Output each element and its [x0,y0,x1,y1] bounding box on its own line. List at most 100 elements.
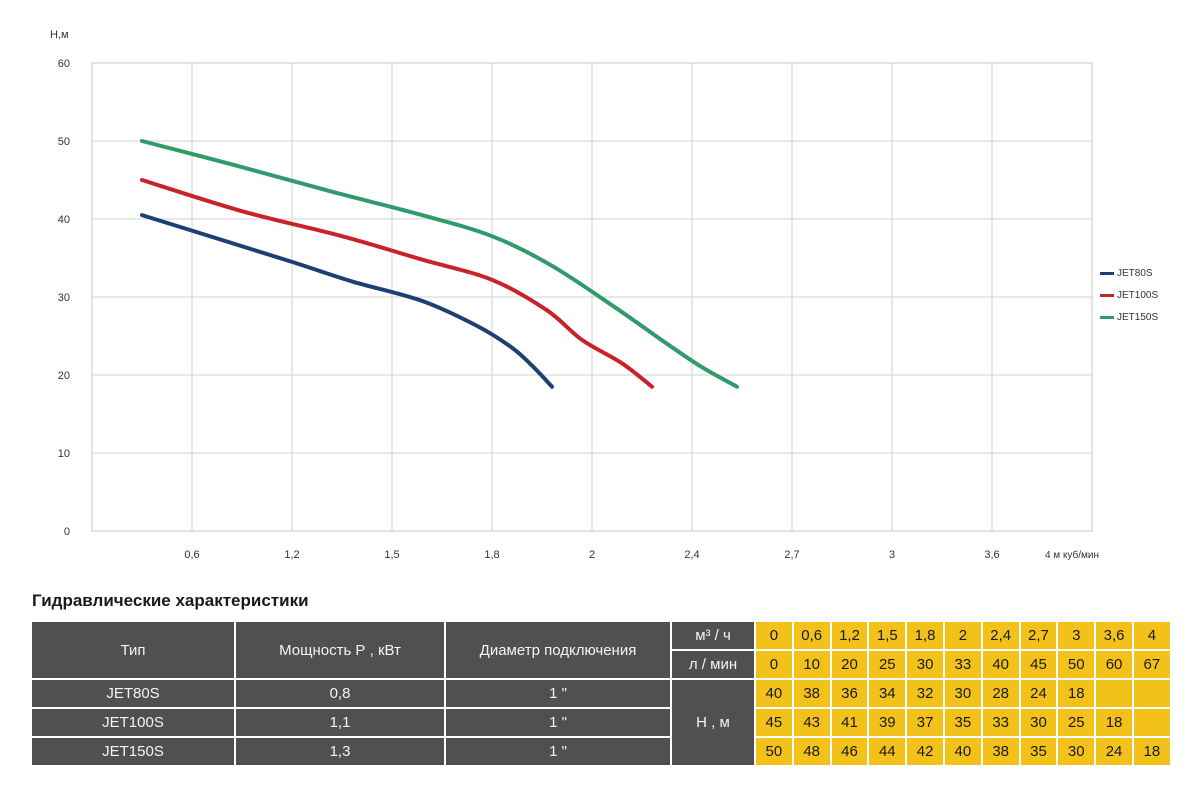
legend-item-jet150s: JET150S [1100,306,1158,328]
power-cell: 0,8 [234,678,446,709]
chart-legend: JET80S JET100S JET150S [1100,262,1158,328]
x-tick-label: 3 [889,549,895,561]
legend-item-jet80s: JET80S [1100,262,1158,284]
y-axis-label: Н,м [50,29,69,41]
flow-m3h-cell: 0,6 [791,620,832,651]
x-tick-label: 1,8 [484,549,499,561]
series-line-jet80s [140,213,554,389]
flow-m3h-cell: 3,6 [1094,620,1134,651]
head-cell: 33 [980,707,1021,738]
flow-m3h-cell: 2,4 [980,620,1021,651]
table-header-row: Тип Мощность Р , кВт Диаметр подключения м³… [30,620,1172,680]
legend-label: JET80S [1117,267,1153,279]
y-tick-label: 60 [58,58,70,70]
head-cell [1131,707,1172,738]
head-cell: 37 [905,707,945,738]
flow-lmin-cell: 0 [754,649,794,680]
legend-label: JET150S [1117,311,1159,323]
y-tick-label: 10 [58,448,70,460]
head-cell: 18 [1094,707,1134,738]
head-cell: 38 [791,678,832,709]
x-tick-label: 2,7 [784,549,799,561]
model-cell: JET150S [30,736,236,767]
flow-m3h-cell: 3 [1056,620,1097,651]
flow-m3h-cell: 1,5 [867,620,908,651]
flow-lmin-cell: 50 [1056,649,1097,680]
head-cell: 38 [980,736,1021,767]
flow-lmin-cell: 33 [942,649,983,680]
header-power: Мощность Р , кВт [234,620,446,680]
hydraulic-characteristics-table: Тип Мощность Р , кВт Диаметр подключения м³… [30,620,1172,767]
flow-lmin-cell: 40 [980,649,1021,680]
head-cell: 30 [1056,736,1097,767]
head-cell: 18 [1056,678,1097,709]
flow-lmin-cell: 20 [829,649,870,680]
y-tick-label: 0 [64,526,70,538]
head-cell: 42 [905,736,945,767]
head-cell: 40 [942,736,983,767]
head-cell: 36 [829,678,870,709]
flow-lmin-cell: 30 [905,649,945,680]
flow-lmin-cell: 45 [1018,649,1059,680]
flow-m3h-cell: 0 [754,620,794,651]
pump-performance-chart: 0 10 20 30 40 50 60 0,6 1,2 1,5 1,8 2 2,4 2,7 3 3,6 4 м… [50,29,1099,561]
flow-m3h-cell: 4 [1131,620,1172,651]
y-axis-ticks: 0 10 20 30 40 50 60 [58,58,70,538]
head-cell: 25 [1056,707,1097,738]
head-cell: 30 [942,678,983,709]
flow-m3h-cell: 2,7 [1018,620,1059,651]
series-line-jet100s [140,178,654,389]
head-cell: 40 [754,678,794,709]
unit-head-label: Н , м [670,678,756,767]
flow-m3h-cell: 1,2 [829,620,870,651]
flow-lmin-cell: 25 [867,649,908,680]
table-header-row: л / мин 0 10 20 25 30 33 40 45 50 60 67 [31,649,1172,680]
head-cell: 43 [791,707,832,738]
head-cell: 24 [1018,678,1059,709]
model-cell: JET80S [30,678,236,709]
flow-m3h-cell: 1,8 [905,620,945,651]
diameter-cell: 1 " [444,678,672,709]
y-tick-label: 40 [58,214,70,226]
head-cell: 32 [905,678,945,709]
head-cell: 48 [791,736,832,767]
unit-lmin-label: л / мин [670,649,756,680]
head-cell: 28 [980,678,1021,709]
head-cell: 30 [1018,707,1059,738]
head-cell: 35 [942,707,983,738]
x-tick-label: 2,4 [684,549,699,561]
x-tick-label: 3,6 [984,549,999,561]
head-cell: 41 [829,707,870,738]
table-title: Гидравлические характеристики [32,591,309,610]
x-tick-label: 1,2 [284,549,299,561]
x-tick-label: 1,5 [384,549,399,561]
flow-lmin-cell: 60 [1094,649,1134,680]
legend-swatch [1100,315,1114,319]
unit-m3h-label: м³ / ч [670,620,756,651]
legend-label: JET100S [1117,289,1159,301]
flow-lmin-cell: 67 [1131,649,1172,680]
head-cell [1094,678,1134,709]
head-cell: 46 [829,736,870,767]
header-diameter: Диаметр подключения [444,620,672,680]
x-tick-label: 0,6 [184,549,199,561]
diameter-cell: 1 " [444,707,672,738]
head-cell: 39 [867,707,908,738]
x-axis-ticks: 0,6 1,2 1,5 1,8 2 2,4 2,7 3 3,6 4 м куб/мин [184,549,1099,561]
head-cell: 34 [867,678,908,709]
legend-swatch [1100,271,1114,275]
head-cell: 44 [867,736,908,767]
head-cell: 45 [754,707,794,738]
chart-grid [91,62,1093,532]
x-tick-label: 2 [589,549,595,561]
head-cell: 18 [1131,736,1172,767]
table-row: JET150S 1,3 1 " 50 48 46 44 42 40 38 35 30 24 18 [30,736,1172,767]
flow-m3h-cell: 2 [942,620,983,651]
legend-item-jet100s: JET100S [1100,284,1158,306]
series-line-jet150s [140,139,739,389]
y-tick-label: 50 [58,136,70,148]
head-cell [1131,678,1172,709]
y-tick-label: 20 [58,370,70,382]
head-cell: 24 [1094,736,1134,767]
power-cell: 1,1 [234,707,446,738]
